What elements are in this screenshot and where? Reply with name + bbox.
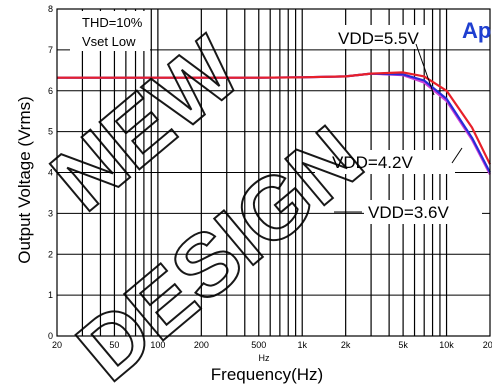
y-tick-label: 8 — [48, 4, 53, 14]
x-tick-label: 5k — [398, 340, 408, 350]
y-tick-label: 0 — [48, 331, 53, 341]
callout-bg-3v6 — [364, 200, 482, 224]
x-tick-label: 200 — [194, 340, 209, 350]
y-tick-label: 4 — [48, 168, 53, 178]
x-tick-label: 20k — [483, 340, 492, 350]
callout-vdd-5v5: VDD=5.5V — [338, 29, 419, 48]
callout-bg-5v5 — [334, 25, 428, 49]
y-tick-label: 1 — [48, 290, 53, 300]
x-tick-label: 1k — [297, 340, 307, 350]
callout-vdd-4v2: VDD=4.2V — [332, 153, 413, 172]
x-tick-label: 100 — [150, 340, 165, 350]
annotation-thd: THD=10% — [82, 15, 143, 30]
y-tick-label: 2 — [48, 249, 53, 259]
y-tick-label: 5 — [48, 127, 53, 137]
x-axis-title: Frequency(Hz) — [211, 365, 323, 384]
annotation-vset: Vset Low — [82, 34, 136, 49]
y-tick-labels: 0 1 2 3 4 5 6 7 8 — [48, 4, 53, 341]
x-axis-unit-mark: Hz — [259, 353, 270, 363]
y-axis-title: Output Voltage (Vrms) — [15, 96, 34, 264]
y-tick-label: 7 — [48, 45, 53, 55]
y-tick-label: 6 — [48, 86, 53, 96]
callout-pointer-5v5 — [415, 43, 435, 96]
callout-pointer-4v2 — [451, 147, 463, 164]
plot-frame — [56, 8, 491, 337]
x-tick-label: 500 — [251, 340, 266, 350]
annotation-box — [70, 11, 150, 51]
callout-vdd-3v6: VDD=3.6V — [368, 203, 449, 222]
x-tick-label: 50 — [109, 340, 119, 350]
y-tick-label: 3 — [48, 208, 53, 218]
brand-logo-text: Ap — [462, 18, 491, 43]
series-line — [57, 71, 491, 165]
x-tick-label: 10k — [439, 340, 454, 350]
series-lines — [57, 71, 491, 176]
x-tick-label: 20 — [52, 340, 62, 350]
x-tick-labels: 20 50 100 200 500 1k 2k 5k 10k 20k — [52, 340, 492, 350]
x-tick-label: 2k — [341, 340, 351, 350]
series-callouts: VDD=5.5V VDD=4.2V VDD=3.6V — [315, 25, 482, 224]
callout-bg-4v2 — [315, 150, 455, 174]
